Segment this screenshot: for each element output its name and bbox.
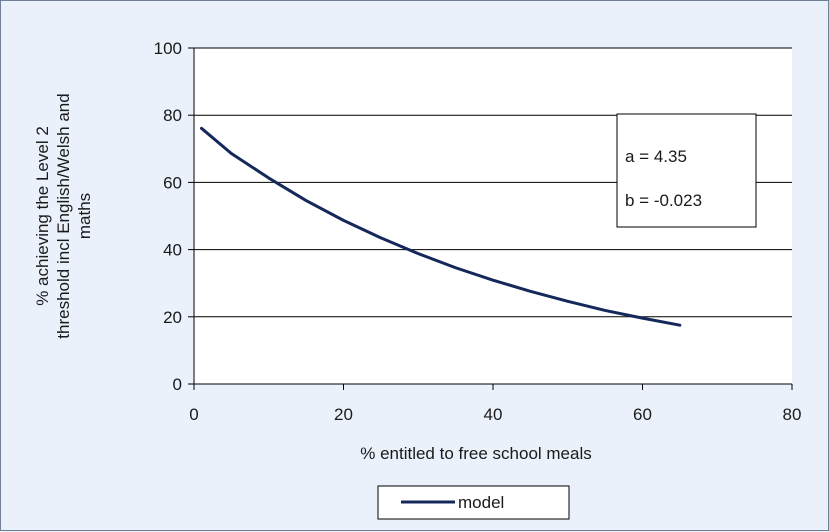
legend-label-model: model (458, 493, 504, 512)
xtick-label-20: 20 (334, 405, 353, 424)
xtick-label-80: 80 (783, 405, 802, 424)
annotation-box-border (616, 113, 757, 228)
series-line-model (199, 126, 682, 327)
annotation-a: a = 4.35 (625, 147, 687, 166)
y-axis-title: % achieving the Level 2 threshold incl E… (33, 93, 94, 338)
legend: model (377, 485, 570, 520)
ytick-label-0: 0 (173, 375, 182, 394)
ytick-label-40: 40 (163, 241, 182, 260)
ytick-label-80: 80 (163, 106, 182, 125)
annotation-box: a = 4.35 b = -0.023 (616, 113, 757, 228)
xtick-label-0: 0 (189, 405, 198, 424)
y-axis-title-line-1: % achieving the Level 2 (33, 126, 52, 306)
ytick-label-20: 20 (163, 308, 182, 327)
y-axis-title-line-3: maths (75, 193, 94, 239)
x-tick-labels: 0 20 40 60 80 (189, 405, 801, 424)
tick-marks (188, 47, 793, 390)
y-axis-title-line-2: threshold incl English/Welsh and (54, 93, 73, 338)
annotation-b: b = -0.023 (625, 191, 702, 210)
ytick-label-100: 100 (154, 39, 182, 58)
y-tick-labels: 0 20 40 60 80 100 (154, 39, 182, 394)
ytick-label-60: 60 (163, 173, 182, 192)
xtick-label-60: 60 (633, 405, 652, 424)
xtick-label-40: 40 (484, 405, 503, 424)
x-axis-title: % entitled to free school meals (360, 444, 592, 463)
